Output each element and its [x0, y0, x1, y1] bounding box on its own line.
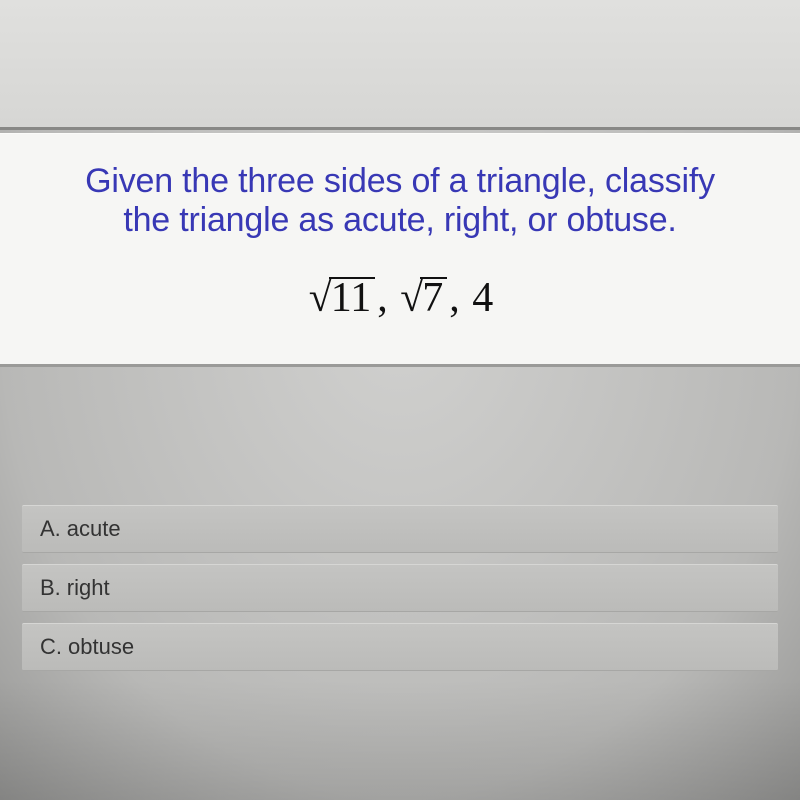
answer-option-c[interactable]: C. obtuse: [22, 623, 778, 671]
given-values: √11 , √7 , 4: [0, 274, 800, 322]
question-line-2: the triangle as acute, right, or obtuse.: [123, 201, 676, 239]
answer-option-b[interactable]: B. right: [22, 564, 778, 612]
sqrt-11: √11: [309, 274, 376, 322]
answer-letter: B.: [40, 575, 61, 601]
answer-list: A. acute B. right C. obtuse: [22, 505, 778, 682]
answer-text: acute: [67, 516, 121, 542]
screen: Given the three sides of a triangle, cla…: [0, 0, 800, 800]
separator-2: ,: [449, 275, 470, 321]
answer-option-a[interactable]: A. acute: [22, 505, 778, 553]
radicand-2: 7: [420, 277, 447, 319]
radicand-1: 11: [329, 277, 375, 319]
answer-letter: C.: [40, 634, 62, 660]
question-text: Given the three sides of a triangle, cla…: [0, 162, 800, 240]
question-line-1: Given the three sides of a triangle, cla…: [85, 162, 715, 200]
value-plain: 4: [472, 275, 493, 321]
separator-1: ,: [377, 275, 398, 321]
answer-text: right: [67, 575, 110, 601]
bottom-shadow: [0, 680, 800, 800]
answer-text: obtuse: [68, 634, 134, 660]
answer-letter: A.: [40, 516, 61, 542]
question-card: Given the three sides of a triangle, cla…: [0, 133, 800, 367]
top-bar-region: [0, 0, 800, 130]
sqrt-7: √7: [400, 274, 447, 322]
